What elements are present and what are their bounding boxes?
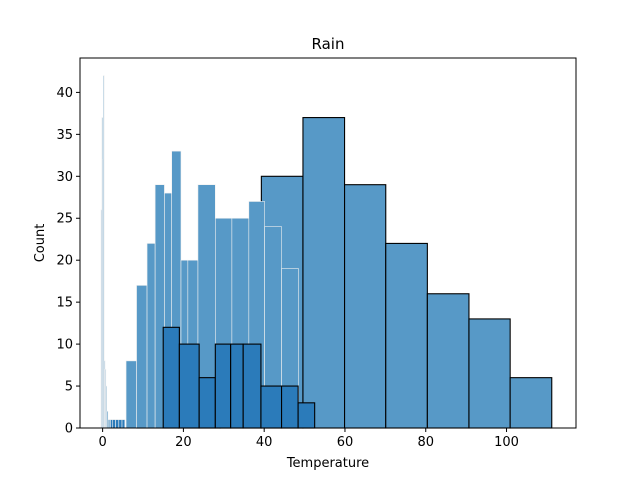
y-axis-ticks: 0 5 10 15 20 25 30 35 40 bbox=[56, 86, 80, 437]
y-tick-label: 20 bbox=[56, 254, 73, 269]
y-tick-label: 35 bbox=[56, 128, 73, 143]
histogram-bar bbox=[108, 419, 111, 429]
y-tick-label: 25 bbox=[56, 212, 73, 227]
y-tick-label: 30 bbox=[56, 170, 73, 185]
histogram-bar bbox=[385, 242, 428, 429]
histogram-bar bbox=[344, 184, 387, 429]
histogram-bar bbox=[280, 385, 299, 429]
histogram-bar bbox=[509, 377, 553, 429]
bars-layer bbox=[100, 75, 553, 429]
histogram-bar bbox=[242, 343, 262, 429]
histogram-bar bbox=[118, 419, 123, 429]
x-tick-label: 80 bbox=[417, 435, 434, 450]
histogram-bar bbox=[214, 343, 232, 429]
y-tick-label: 40 bbox=[56, 86, 73, 101]
histogram-bar bbox=[136, 285, 148, 429]
y-tick-label: 10 bbox=[56, 338, 73, 353]
histogram-bar bbox=[162, 326, 180, 429]
histogram-bar bbox=[178, 343, 200, 429]
x-tick-label: 40 bbox=[256, 435, 273, 450]
axes-frame bbox=[79, 57, 577, 429]
x-tick-label: 0 bbox=[98, 435, 106, 450]
histogram-bar bbox=[109, 419, 113, 429]
x-tick-label: 60 bbox=[337, 435, 354, 450]
histogram-bar bbox=[115, 419, 120, 429]
histogram-bar bbox=[260, 385, 283, 429]
y-tick-label: 15 bbox=[56, 296, 73, 311]
histogram-bar bbox=[125, 360, 137, 429]
histogram-bar bbox=[426, 293, 470, 429]
y-axis-label: Count bbox=[33, 224, 48, 263]
x-tick-label: 20 bbox=[175, 435, 192, 450]
histogram-bar bbox=[302, 117, 346, 429]
histogram-bar bbox=[468, 318, 511, 429]
histogram-bar bbox=[112, 419, 116, 429]
x-axis-ticks: 0 20 40 60 80 100 bbox=[98, 428, 519, 450]
x-tick-label: 100 bbox=[494, 435, 519, 450]
histogram-bar bbox=[230, 343, 244, 429]
x-axis-label: Temperature bbox=[286, 456, 369, 471]
y-tick-label: 5 bbox=[65, 380, 73, 395]
histogram-bar bbox=[146, 243, 156, 429]
y-tick-label: 0 bbox=[65, 422, 73, 437]
histogram-bar bbox=[297, 402, 316, 429]
histogram-series bbox=[109, 419, 126, 429]
histogram-bar bbox=[121, 419, 126, 429]
histogram-bar bbox=[198, 377, 216, 429]
chart-title: Rain bbox=[312, 35, 345, 53]
